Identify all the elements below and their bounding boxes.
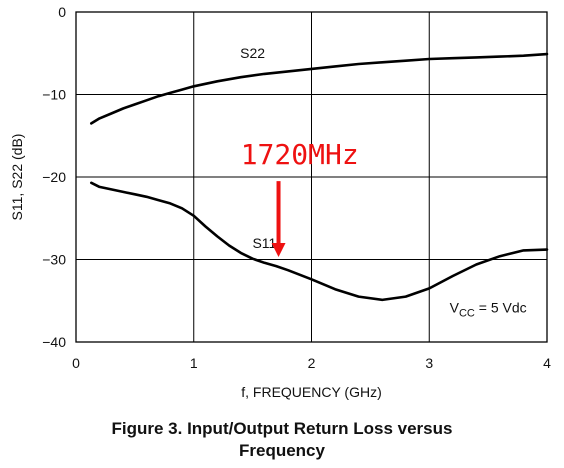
plot-frame [75,11,548,343]
tick-labels: 0 1 2 3 4 0 −10 −20 −30 −40 [42,4,551,371]
series-label-s11: S11 [252,235,276,251]
x-tick-label: 3 [425,355,433,371]
supply-voltage-note: VCC = 5 Vdc [450,299,527,319]
figure-caption-line1: Figure 3. Input/Output Return Loss versu… [111,419,453,438]
y-tick-label: −20 [42,169,66,185]
series-line-s11 [90,181,549,302]
series-line-s22 [90,52,549,125]
x-tick-label: 0 [72,355,80,371]
y-axis-label: S11, S22 (dB) [9,134,25,221]
series-label-s22: S22 [240,45,265,61]
chart: 0 1 2 3 4 0 −10 −20 −30 −40 f, FREQUENCY (GHz) S1… [9,4,551,400]
grid [76,12,547,342]
marker-frequency-label: 1720MHz [241,138,359,171]
x-tick-label: 1 [190,355,198,371]
figure-caption-line2: Frequency [239,441,325,460]
series-lines [90,52,549,302]
x-tick-label: 2 [308,355,316,371]
series-labels: S22 S11 [240,45,276,251]
y-tick-label: −40 [42,334,66,350]
annotations: 1720MHz VCC = 5 Vdc [241,138,527,319]
marker-arrow-head [271,243,286,258]
y-tick-label: −10 [42,87,66,103]
x-tick-label: 4 [543,355,551,371]
y-tick-label: 0 [58,4,66,20]
y-tick-label: −30 [42,252,66,268]
x-axis-label: f, FREQUENCY (GHz) [241,384,382,400]
